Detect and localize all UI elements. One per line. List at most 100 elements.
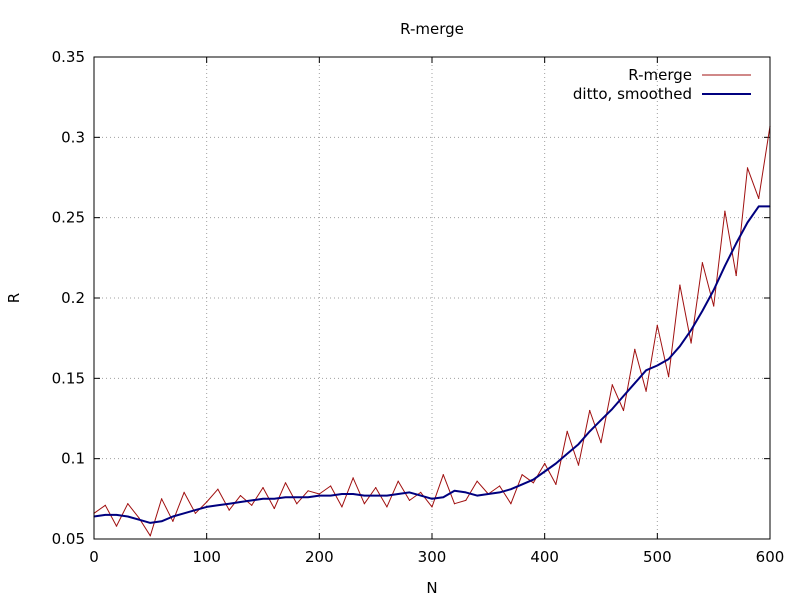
data-point-r-merge [363,503,365,505]
data-point-r-merge [228,509,230,511]
plot-border [93,56,771,540]
data-point-smoothed [679,345,681,347]
x-tick-label: 300 [418,548,447,566]
data-point-smoothed [589,430,591,432]
chart-title: R-merge [400,20,464,38]
data-point-smoothed [318,495,320,497]
data-point-r-merge [330,485,332,487]
data-point-smoothed [262,498,264,500]
data-point-r-merge [183,491,185,493]
data-point-r-merge [206,501,208,503]
data-point-r-merge [397,480,399,482]
data-point-r-merge [273,507,275,510]
x-axis-label: N [426,579,437,597]
data-point-smoothed [194,509,196,511]
data-point-r-merge [544,462,546,465]
data-point-smoothed [352,493,354,495]
data-point-r-merge [555,483,557,485]
data-point-r-merge [746,167,749,169]
y-tick-label: 0.25 [52,209,85,227]
data-point-r-merge [104,504,106,506]
data-point-smoothed [296,496,298,498]
legend-label-r-merge: R-merge [628,66,692,84]
data-point-r-merge [701,262,704,264]
x-tick-label: 0 [89,548,99,566]
data-point-r-merge [284,482,287,484]
data-point-smoothed [656,364,658,367]
data-point-r-merge [645,390,647,392]
data-point-r-merge [577,464,580,466]
data-point-smoothed [341,493,343,495]
data-point-smoothed [476,495,478,497]
data-point-r-merge [149,535,151,537]
grid [94,57,770,539]
data-point-r-merge [499,485,501,487]
data-point-r-merge [262,487,264,489]
data-point-smoothed [758,205,760,207]
data-point-smoothed [555,462,557,465]
data-point-r-merge [127,503,129,505]
data-point-smoothed [690,329,692,331]
data-point-smoothed [251,499,253,501]
data-point-smoothed [386,495,388,497]
data-point-r-merge [634,348,636,350]
data-point-smoothed [645,369,647,371]
data-point-r-merge [600,442,602,444]
axis-ticks: 0 100 200 300 400 500 600 0.05 0.1 0.15 0.2 0.25 0.3… [52,48,785,566]
data-point-r-merge [161,498,163,500]
data-point-r-merge [510,503,512,505]
data-point-smoothed [487,493,489,495]
data-point-r-merge [375,487,377,489]
data-point-r-merge [453,503,456,505]
data-point-smoothed [600,419,602,421]
data-point-smoothed [442,496,444,498]
data-point-smoothed [566,453,568,455]
data-point-r-merge [566,430,568,432]
data-point-r-merge [668,376,670,378]
data-point-smoothed [611,408,613,410]
data-point-r-merge [611,384,613,386]
data-point-r-merge [318,493,320,495]
data-point-smoothed [172,515,174,518]
data-point-smoothed [532,479,535,481]
x-tick-label: 200 [305,548,334,566]
data-point-smoothed [746,221,749,224]
data-point-smoothed [149,522,151,524]
data-point-smoothed [499,491,501,493]
data-point-r-merge [724,210,726,212]
data-point-smoothed [465,491,467,493]
data-point-smoothed [307,496,309,498]
data-point-smoothed [420,495,422,497]
data-point-r-merge [622,409,625,412]
data-point-smoothed [713,289,715,291]
data-point-r-merge [758,197,760,199]
data-point-r-merge [296,503,298,505]
data-point-r-merge [138,517,140,519]
data-point-smoothed [431,498,433,500]
data-point-smoothed [701,310,704,312]
data-point-r-merge [735,274,737,277]
data-point-smoothed [161,520,163,522]
x-tick-label: 100 [192,548,221,566]
data-point-smoothed [521,483,523,485]
data-point-r-merge [521,474,523,476]
y-tick-label: 0.3 [61,128,85,146]
y-tick-label: 0.35 [52,48,85,66]
data-point-r-merge [532,482,535,484]
y-tick-label: 0.1 [61,450,85,468]
data-point-smoothed [668,358,670,360]
data-point-smoothed [397,493,399,495]
data-point-smoothed [206,506,208,508]
data-point-r-merge [420,491,422,493]
data-point-smoothed [104,514,106,516]
y-tick-label: 0.2 [61,289,85,307]
data-point-smoothed [228,503,230,505]
data-point-r-merge [656,324,658,326]
data-point-smoothed [284,496,287,498]
data-point-smoothed [577,443,580,445]
data-point-smoothed [453,490,456,492]
data-point-r-merge [465,499,467,501]
x-tick-label: 400 [530,548,559,566]
